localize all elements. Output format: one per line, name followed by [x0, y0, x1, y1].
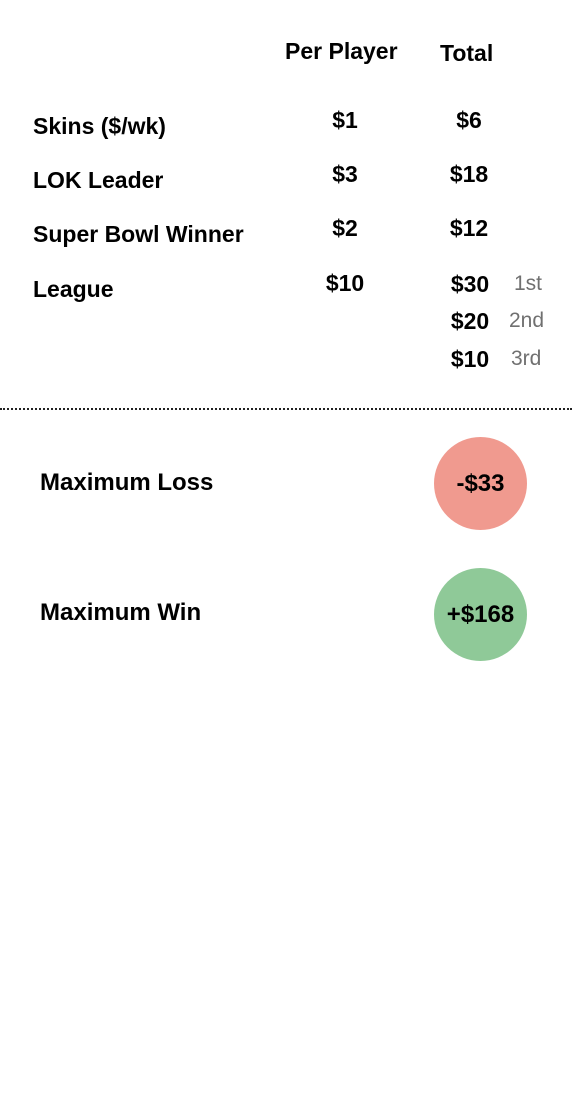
total-value-super-bowl-winner: $12: [449, 215, 489, 241]
section-divider: [0, 408, 572, 410]
max-win-label: Maximum Win: [40, 599, 202, 626]
total-value-skins: $6: [456, 107, 482, 133]
row-label-league: League: [33, 276, 114, 302]
per-player-value-lok-leader: $3: [332, 161, 358, 187]
max-win-badge: +$168: [434, 568, 527, 661]
league-payout-place-2nd: 2nd: [509, 309, 545, 332]
league-payout-amount-2nd: $20: [450, 308, 490, 334]
total-value-lok-leader: $18: [449, 161, 489, 187]
total-header: Total: [440, 40, 494, 66]
row-label-skins: Skins ($/wk): [33, 113, 166, 139]
row-label-super-bowl-winner: Super Bowl Winner: [33, 221, 244, 247]
max-loss-badge: -$33: [434, 437, 527, 530]
league-payout-amount-1st: $30: [450, 271, 490, 297]
league-payout-place-3rd: 3rd: [511, 347, 542, 370]
league-payout-amount-3rd: $10: [450, 346, 490, 372]
league-payout-place-1st: 1st: [514, 272, 543, 295]
per-player-value-league: $10: [325, 270, 365, 296]
max-loss-label: Maximum Loss: [40, 469, 214, 496]
per-player-header: Per Player: [285, 38, 398, 64]
per-player-value-super-bowl-winner: $2: [332, 215, 358, 241]
row-label-lok-leader: LOK Leader: [33, 167, 164, 193]
per-player-value-skins: $1: [332, 107, 358, 133]
